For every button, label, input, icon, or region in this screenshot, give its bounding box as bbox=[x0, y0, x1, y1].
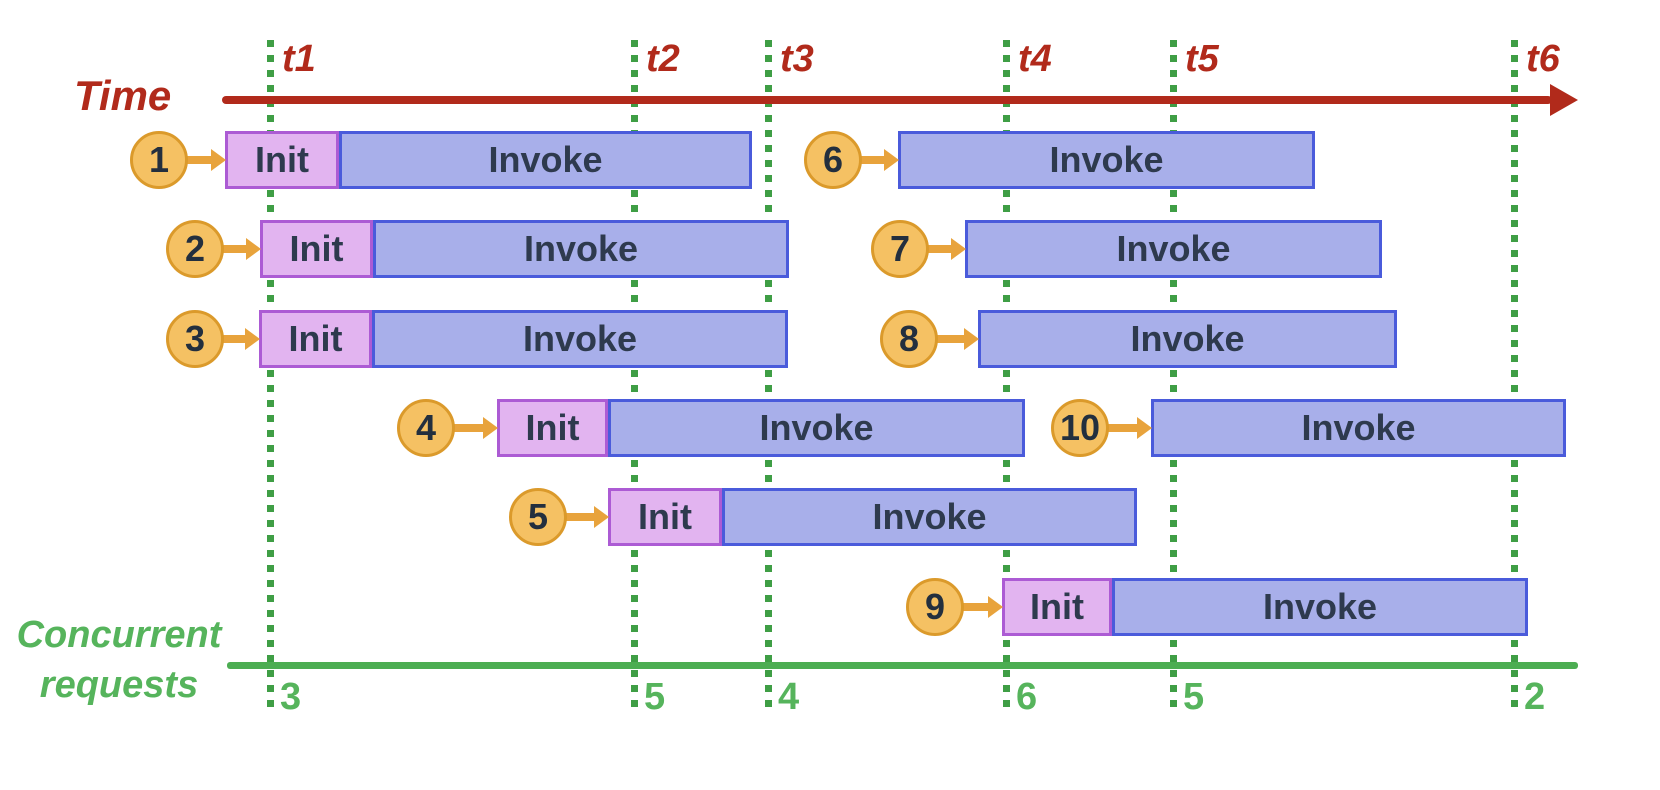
request-7-invoke-label: Invoke bbox=[1116, 228, 1231, 269]
request-9-init-label: Init bbox=[1030, 586, 1084, 627]
concurrency-axis-line bbox=[227, 662, 1578, 669]
timeline-tick-label-t1: t1 bbox=[282, 38, 316, 80]
request-arrow-4 bbox=[451, 424, 485, 432]
request-9-init-bar: Init bbox=[1002, 578, 1112, 636]
request-arrow-head-icon-9 bbox=[988, 596, 1003, 618]
time-axis-line bbox=[222, 96, 1552, 104]
request-badge-10: 10 bbox=[1051, 399, 1109, 457]
request-1-init-bar: Init bbox=[225, 131, 339, 189]
request-badge-5: 5 bbox=[509, 488, 567, 546]
timeline-tick-label-t2: t2 bbox=[646, 38, 680, 80]
request-4-invoke-bar: Invoke bbox=[608, 399, 1025, 457]
request-badge-number-4: 4 bbox=[415, 407, 437, 448]
request-badge-number-3: 3 bbox=[184, 318, 206, 359]
request-badge-number-9: 9 bbox=[924, 586, 946, 627]
time-axis-label: Time bbox=[74, 72, 172, 119]
request-badge-number-5: 5 bbox=[527, 496, 549, 537]
request-arrow-head-icon-4 bbox=[483, 417, 498, 439]
request-9-invoke-label: Invoke bbox=[1262, 586, 1378, 627]
request-arrow-head-icon-5 bbox=[594, 506, 609, 528]
request-9-invoke-bar: Invoke bbox=[1112, 578, 1528, 636]
request-badge-9: 9 bbox=[906, 578, 964, 636]
timeline-tick-label-t4: t4 bbox=[1018, 38, 1052, 80]
timeline-tick-line-t4 bbox=[1003, 40, 1010, 712]
request-badge-7: 7 bbox=[871, 220, 929, 278]
request-4-invoke-label: Invoke bbox=[759, 407, 874, 448]
request-arrow-head-icon-8 bbox=[964, 328, 979, 350]
request-arrow-3 bbox=[220, 335, 247, 343]
request-4-init-bar: Init bbox=[497, 399, 608, 457]
request-8-invoke-label: Invoke bbox=[1130, 318, 1245, 359]
request-4-init-label: Init bbox=[525, 407, 580, 448]
request-badge-number-6: 6 bbox=[822, 139, 844, 180]
request-5-invoke-label: Invoke bbox=[872, 496, 987, 537]
concurrency-axis-label: Concurrent requests bbox=[5, 610, 233, 710]
request-badge-number-7: 7 bbox=[889, 228, 911, 269]
request-3-init-label: Init bbox=[288, 318, 343, 359]
request-badge-number-8: 8 bbox=[898, 318, 920, 359]
request-5-init-label: Init bbox=[638, 496, 692, 537]
request-arrow-6 bbox=[858, 156, 886, 164]
timeline-tick-label-t5: t5 bbox=[1185, 38, 1219, 80]
concurrent-count-t5: 5 bbox=[1183, 676, 1205, 718]
timeline-tick-label-t6: t6 bbox=[1526, 38, 1560, 80]
request-arrow-10 bbox=[1105, 424, 1139, 432]
request-6-invoke-label: Invoke bbox=[1049, 139, 1164, 180]
request-badge-4: 4 bbox=[397, 399, 455, 457]
request-arrow-8 bbox=[934, 335, 966, 343]
request-badge-3: 3 bbox=[166, 310, 224, 368]
request-arrow-9 bbox=[960, 603, 990, 611]
request-badge-8: 8 bbox=[880, 310, 938, 368]
request-badge-number-10: 10 bbox=[1059, 407, 1101, 448]
request-10-invoke-bar: Invoke bbox=[1151, 399, 1566, 457]
concurrent-count-t3: 4 bbox=[778, 676, 800, 718]
request-badge-2: 2 bbox=[166, 220, 224, 278]
concurrency-axis-label-line2: requests bbox=[39, 664, 199, 706]
request-arrow-7 bbox=[925, 245, 953, 253]
request-2-init-bar: Init bbox=[260, 220, 373, 278]
timeline-tick-label-t3: t3 bbox=[780, 38, 814, 80]
request-badge-number-1: 1 bbox=[148, 139, 170, 180]
request-arrow-head-icon-10 bbox=[1137, 417, 1152, 439]
concurrent-count-t4: 6 bbox=[1016, 676, 1038, 718]
request-5-invoke-bar: Invoke bbox=[722, 488, 1137, 546]
request-arrow-5 bbox=[563, 513, 596, 521]
request-8-invoke-bar: Invoke bbox=[978, 310, 1397, 368]
request-5-init-bar: Init bbox=[608, 488, 722, 546]
timeline-tick-line-t1 bbox=[267, 40, 274, 712]
request-6-invoke-bar: Invoke bbox=[898, 131, 1315, 189]
request-arrow-1 bbox=[184, 156, 213, 164]
concurrent-count-t2: 5 bbox=[644, 676, 666, 718]
concurrent-count-t1: 3 bbox=[280, 676, 302, 718]
request-10-invoke-label: Invoke bbox=[1301, 407, 1416, 448]
request-3-invoke-bar: Invoke bbox=[372, 310, 788, 368]
timeline-tick-line-t5 bbox=[1170, 40, 1177, 712]
request-arrow-head-icon-1 bbox=[211, 149, 226, 171]
timeline-tick-line-t3 bbox=[765, 40, 772, 712]
request-arrow-2 bbox=[220, 245, 248, 253]
request-3-init-bar: Init bbox=[259, 310, 372, 368]
request-7-invoke-bar: Invoke bbox=[965, 220, 1382, 278]
request-1-invoke-label: Invoke bbox=[488, 139, 603, 180]
time-axis-arrowhead-icon bbox=[1550, 84, 1578, 116]
request-arrow-head-icon-3 bbox=[245, 328, 260, 350]
request-badge-6: 6 bbox=[804, 131, 862, 189]
concurrent-count-t6: 2 bbox=[1524, 676, 1546, 718]
request-arrow-head-icon-6 bbox=[884, 149, 899, 171]
concurrency-axis-label-line1: Concurrent bbox=[16, 614, 222, 656]
request-arrow-head-icon-2 bbox=[246, 238, 261, 260]
timeline-tick-line-t2 bbox=[631, 40, 638, 712]
request-arrow-head-icon-7 bbox=[951, 238, 966, 260]
request-1-init-label: Init bbox=[255, 139, 309, 180]
request-2-invoke-label: Invoke bbox=[523, 228, 639, 269]
timeline-tick-line-t6 bbox=[1511, 40, 1518, 712]
request-badge-1: 1 bbox=[130, 131, 188, 189]
request-1-invoke-bar: Invoke bbox=[339, 131, 752, 189]
request-2-invoke-bar: Invoke bbox=[373, 220, 789, 278]
request-3-invoke-label: Invoke bbox=[522, 318, 638, 359]
request-badge-number-2: 2 bbox=[184, 228, 206, 269]
request-2-init-label: Init bbox=[289, 228, 344, 269]
